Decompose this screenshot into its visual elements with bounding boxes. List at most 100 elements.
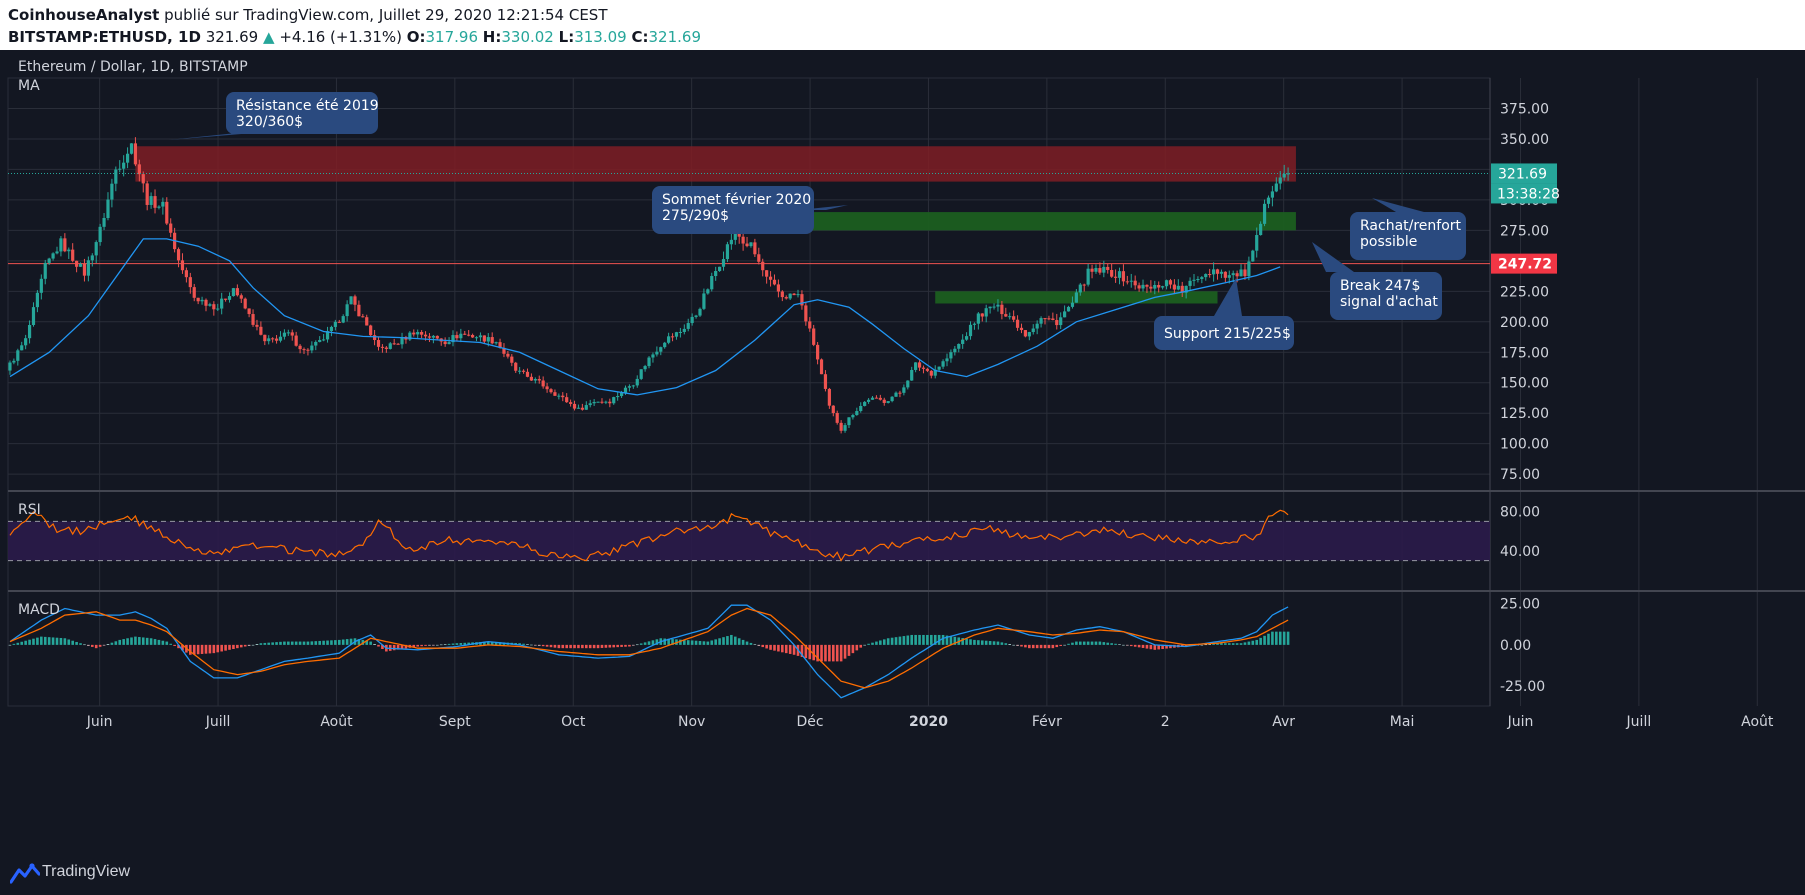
macd-histogram-bar [467,642,470,645]
candle-body [1153,284,1157,289]
macd-histogram-bar [1129,644,1133,647]
candle-body [768,276,773,280]
annotation-callout[interactable] [1154,316,1294,350]
time-axis-label: Oct [561,714,586,730]
macd-histogram-bar [290,641,294,645]
macd-histogram-bar [894,637,898,645]
macd-histogram-bar [330,640,333,645]
candle-body [921,367,926,369]
candle-body [274,338,279,341]
macd-histogram-bar [345,639,349,645]
macd-histogram-bar [1078,641,1082,645]
annotation-callout[interactable] [226,92,378,134]
candle-body [721,259,726,267]
price-tick-label: 275.00 [1500,223,1549,239]
annotation-callout[interactable] [1350,212,1466,260]
macd-histogram-bar [698,641,702,645]
macd-histogram-bar [902,636,906,645]
macd-histogram-bar [87,644,90,646]
candle-body [596,401,600,403]
candle-body [1000,304,1004,315]
candle-body [86,260,90,276]
candle-body [537,379,541,381]
macd-histogram-bar [494,641,498,645]
macd-histogram-bar [130,637,133,645]
last-price-badge [1491,163,1557,184]
macd-histogram-bar [828,644,831,662]
candle-body [384,347,388,349]
macd-histogram-bar [381,644,384,649]
macd-histogram-bar [443,644,447,645]
macd-histogram-bar [400,644,404,649]
candle-body [549,389,553,393]
candle-body [823,374,828,389]
candle-body [710,276,714,290]
annotation-callout[interactable] [1330,272,1442,320]
author-name[interactable]: CoinhouseAnalyst [8,6,160,24]
macd-histogram-bar [996,641,1000,645]
candle-body [1204,274,1208,278]
candle-body [1247,261,1251,277]
candle-body [1008,316,1012,318]
macd-histogram-bar [855,644,859,651]
macd-histogram-bar [933,634,937,645]
candle-body [239,295,243,299]
candle-body [937,366,941,370]
candle-body [1251,250,1255,262]
macd-histogram-bar [702,641,706,645]
candle-body [592,401,596,404]
candle-body [847,417,851,426]
breakout-label: 247.72 [1498,257,1552,273]
annotation-callout[interactable] [652,186,814,234]
candle-body [451,335,455,343]
macd-histogram-bar [1075,641,1078,645]
macd-histogram-bar [1255,639,1259,645]
candle-body [925,368,929,371]
macd-histogram-bar [1059,644,1062,646]
macd-histogram-bar [12,643,16,645]
time-axis-label: Août [320,714,353,730]
candle-body [941,361,945,367]
macd-histogram-bar [1102,642,1106,645]
macd-histogram-bar [1055,644,1059,648]
countdown-badge [1491,183,1557,204]
macd-histogram-bar [730,634,733,645]
price-tick-label: 150.00 [1500,376,1549,392]
macd-histogram-bar [114,641,118,645]
candle-body [1117,271,1122,278]
candle-body [529,376,534,381]
macd-histogram-bar [373,644,376,645]
candle-body [267,338,271,342]
macd-histogram-bar [424,644,427,646]
macd-histogram-bar [365,640,369,645]
candle-body [886,401,890,403]
macd-histogram-bar [655,639,659,645]
macd-histogram-bar [1090,641,1094,645]
candle-body [619,392,624,397]
macd-histogram-bar [639,643,643,645]
candle-body [1102,266,1106,273]
macd-histogram-bar [349,638,353,645]
time-axis-label: Sept [439,714,471,730]
candle-body [870,397,875,400]
annotation-text: signal d'achat [1340,294,1438,310]
annotation-text: Rachat/renfort [1360,218,1462,234]
macd-histogram-bar [1235,643,1239,645]
candle-body [690,316,694,324]
candle-body [447,342,451,345]
candle-body [1133,280,1137,286]
macd-histogram-bar [141,637,145,645]
candle-body [12,360,16,363]
candle-body [608,401,612,404]
price-chart[interactable]: Juin Juill Août Sept Oct Nov Déc 2020 Févr 2 Avr Ma… [0,50,1805,852]
tradingview-brand[interactable]: TradingView [42,863,131,880]
macd-histogram-bar [616,644,619,648]
macd-histogram-bar [310,641,314,645]
macd-histogram-bar [1114,643,1117,645]
macd-histogram-bar [753,644,757,645]
macd-histogram-bar [749,642,753,645]
macd-histogram-bar [1220,643,1223,645]
macd-histogram-bar [204,644,208,654]
macd-histogram-bar [122,639,125,645]
last-price-label: 321.69 [1498,166,1547,182]
